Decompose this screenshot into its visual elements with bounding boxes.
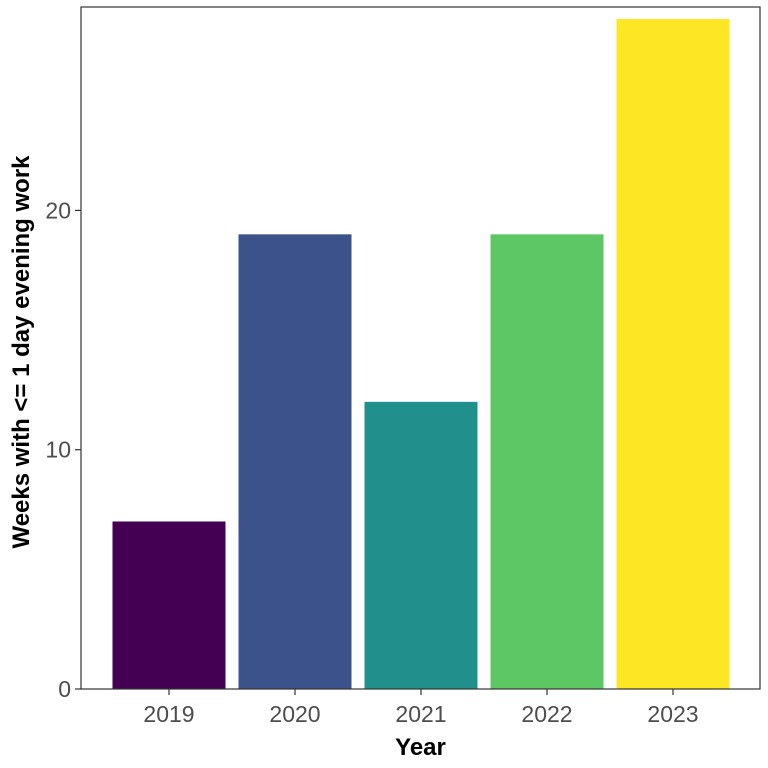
bar-2020 xyxy=(238,234,352,690)
x-tick-label: 2022 xyxy=(521,701,572,727)
x-tick-label: 2019 xyxy=(143,701,194,727)
y-tick-label: 0 xyxy=(58,676,71,702)
x-tick-label: 2021 xyxy=(395,701,446,727)
bar-2022 xyxy=(490,234,604,690)
y-tick-label: 20 xyxy=(45,197,71,223)
bar-2019 xyxy=(112,521,226,689)
x-axis: 2019 2020 2021 2022 2023 xyxy=(143,689,699,727)
y-tick-label: 10 xyxy=(45,437,71,463)
y-axis-title: Weeks with <= 1 day evening work xyxy=(8,155,35,549)
plot-panel-border xyxy=(80,6,761,690)
bars-group xyxy=(112,18,730,690)
x-tick-label: 2023 xyxy=(647,701,698,727)
bar-2021 xyxy=(364,401,478,689)
x-axis-title: Year xyxy=(395,734,446,761)
y-axis: 0 10 20 xyxy=(45,197,81,702)
bar-2023 xyxy=(616,18,730,690)
x-tick-label: 2020 xyxy=(269,701,320,727)
